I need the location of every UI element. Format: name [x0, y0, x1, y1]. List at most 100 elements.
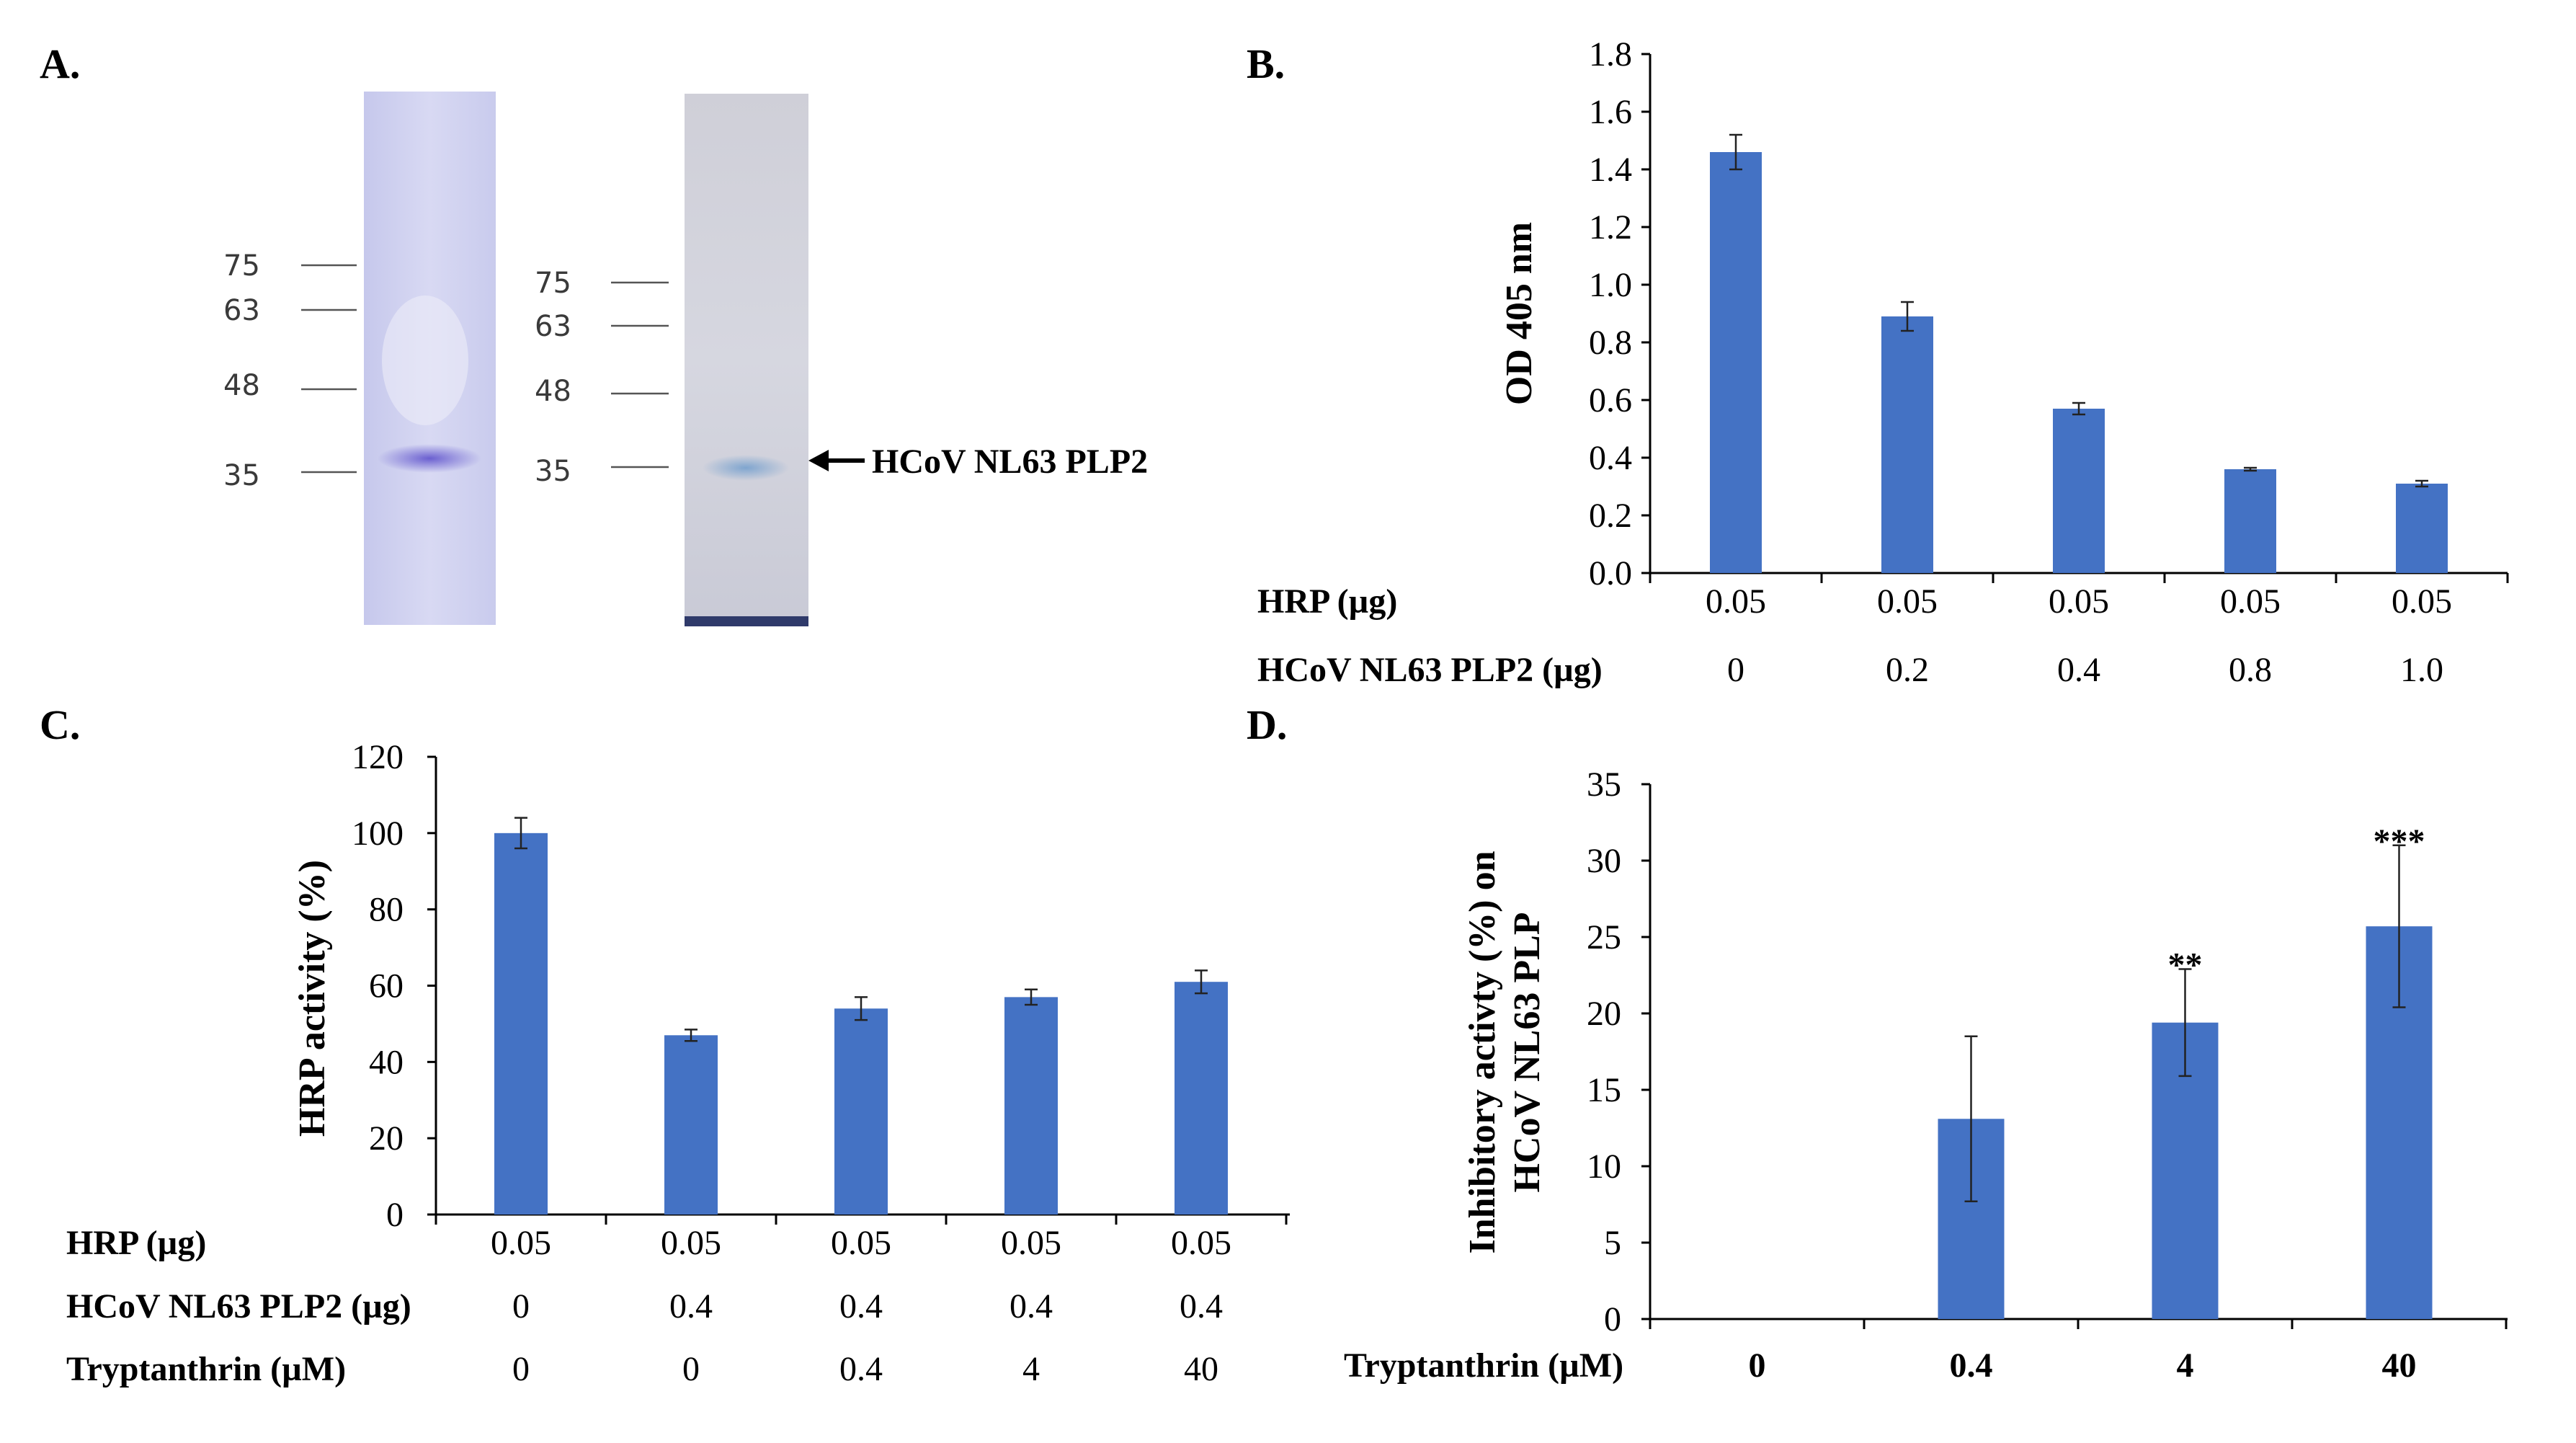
category-label: 0 [512, 1350, 530, 1388]
category-label: 0.2 [1886, 651, 1929, 689]
category-label: 0.4 [1180, 1287, 1223, 1326]
category-label: 0.4 [1950, 1346, 1993, 1385]
category-label: 0 [682, 1350, 700, 1388]
category-label: 0 [512, 1287, 530, 1326]
category-label: 0.05 [661, 1224, 721, 1262]
y-tick-label: 30 [1587, 842, 1621, 880]
y-tick-label: 40 [369, 1043, 404, 1081]
panel-label-b: B. [1247, 40, 1285, 87]
category-label: 0.05 [2049, 582, 2109, 621]
row-label: HCoV NL63 PLP2 (µg) [66, 1287, 411, 1326]
y-tick-label: 15 [1587, 1071, 1621, 1109]
y-tick-label: 35 [1587, 765, 1621, 804]
bar [664, 1035, 718, 1215]
gel-band-right [703, 455, 789, 481]
marker-label: 75 [223, 249, 260, 283]
category-label: 40 [2382, 1346, 2417, 1385]
y-axis-label: HRP activity (%) [292, 860, 333, 1137]
y-tick-label: 0 [386, 1196, 404, 1234]
y-axis-label: OD 405 nm [1499, 222, 1540, 405]
category-label: 0.4 [669, 1287, 713, 1326]
row-label: Tryptanthrin (µM) [66, 1350, 346, 1388]
y-tick-label: 0.4 [1589, 439, 1632, 477]
category-label: 0.05 [831, 1224, 891, 1262]
panel-label-c: C. [40, 701, 80, 748]
y-tick-label: 1.8 [1589, 35, 1632, 74]
marker-label: 48 [535, 375, 571, 408]
gel-a: 75 63 48 35 75 63 48 35 HCoV NL63 PLP2 [223, 92, 1148, 626]
y-tick-label: 10 [1587, 1147, 1621, 1186]
category-label: 0 [1749, 1346, 1766, 1385]
row-label: HRP (µg) [1257, 582, 1397, 621]
gel-smudge [382, 296, 468, 425]
bar [2224, 469, 2276, 573]
row-label: HCoV NL63 PLP2 (µg) [1257, 651, 1603, 689]
marker-label: 63 [223, 294, 260, 327]
bar [494, 832, 548, 1215]
bar [1004, 997, 1058, 1215]
y-tick-label: 0.6 [1589, 381, 1632, 419]
y-axis-label: Inhibitory activty (%) on [1462, 851, 1503, 1253]
panel-label-a: A. [40, 40, 80, 87]
band-label: HCoV NL63 PLP2 [872, 443, 1148, 481]
y-tick-label: 1.6 [1589, 93, 1632, 131]
y-tick-label: 20 [369, 1119, 404, 1158]
category-label: 4 [1022, 1350, 1040, 1388]
panel-label-d: D. [1247, 701, 1287, 748]
bar [834, 1008, 888, 1215]
marker-label: 63 [535, 310, 571, 343]
bar [2053, 409, 2105, 573]
category-label: 40 [1184, 1350, 1218, 1388]
marker-label: 48 [223, 369, 260, 402]
y-tick-label: 120 [352, 738, 404, 776]
y-tick-label: 20 [1587, 995, 1621, 1033]
y-tick-label: 0.0 [1589, 554, 1632, 592]
category-label: 0.8 [2229, 651, 2272, 689]
bar [2396, 484, 2448, 573]
category-label: 0.4 [2057, 651, 2100, 689]
category-label: 0.05 [1706, 582, 1766, 621]
marker-label: 35 [535, 455, 571, 488]
marker-label: 35 [223, 459, 260, 492]
category-label: 0.05 [491, 1224, 551, 1262]
y-tick-label: 0 [1604, 1300, 1621, 1338]
y-tick-label: 1.2 [1589, 208, 1632, 247]
chart-b: 0.0 0.2 0.4 0.6 0.8 1.0 1.2 1.4 1.6 1.8 HRP (µg) 0.… [1257, 35, 2509, 689]
y-tick-label: 100 [352, 814, 404, 853]
category-label: 0.4 [839, 1350, 883, 1388]
y-tick-label: 80 [369, 891, 404, 929]
category-label: 1.0 [2400, 651, 2443, 689]
marker-label: 75 [535, 267, 571, 300]
y-tick-label: 60 [369, 967, 404, 1005]
y-tick-label: 1.0 [1589, 266, 1632, 304]
bar [1881, 316, 1933, 573]
significance-label: *** [2374, 822, 2425, 861]
category-label: 4 [2177, 1346, 2194, 1385]
category-label: 0 [1727, 651, 1744, 689]
gel-dye-front [685, 616, 808, 626]
gel-band-left [378, 444, 481, 473]
y-tick-label: 5 [1604, 1224, 1621, 1262]
category-label: 0.05 [2220, 582, 2281, 621]
category-label: 0.4 [839, 1287, 883, 1326]
category-label: 0.05 [1171, 1224, 1231, 1262]
gel-lane-right [685, 94, 808, 625]
y-axis-label: HCoV NL63 PLP [1507, 912, 1548, 1192]
y-tick-label: 0.8 [1589, 324, 1632, 362]
y-tick-label: 25 [1587, 918, 1621, 956]
row-label: Tryptanthrin (µM) [1344, 1346, 1623, 1385]
row-label: HRP (µg) [66, 1224, 206, 1262]
bar [1710, 152, 1762, 573]
category-label: 0.05 [2392, 582, 2452, 621]
significance-label: ** [2168, 946, 2203, 985]
y-tick-label: 1.4 [1589, 151, 1632, 189]
category-label: 0.4 [1010, 1287, 1053, 1326]
y-tick-label: 0.2 [1589, 497, 1632, 535]
category-label: 0.05 [1877, 582, 1938, 621]
arrow-left-icon [808, 450, 829, 471]
bar [1175, 982, 1228, 1215]
category-label: 0.05 [1001, 1224, 1061, 1262]
